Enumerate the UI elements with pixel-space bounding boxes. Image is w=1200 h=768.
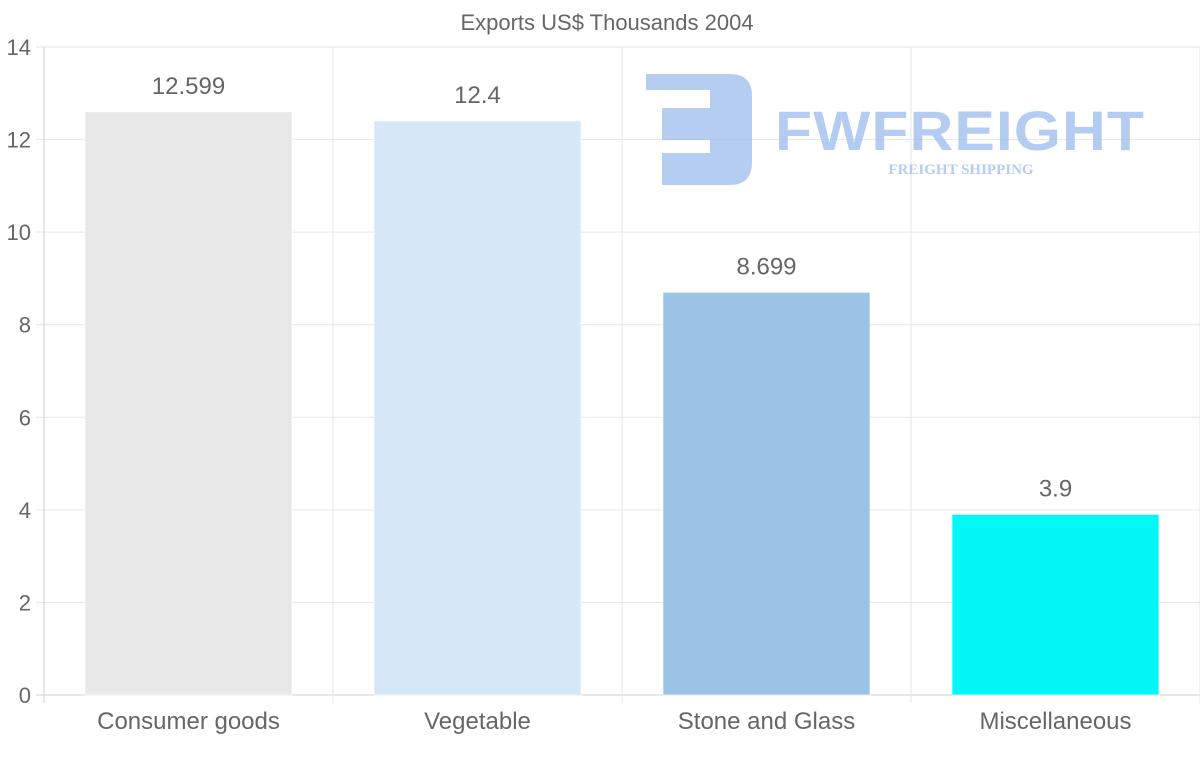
logo-tagline-text: FREIGHT SHIPPING <box>888 162 1033 178</box>
fwfreight-logo-watermark: FWFREIGHT FREIGHT SHIPPING <box>646 74 1145 185</box>
y-tick-label: 4 <box>19 498 31 523</box>
y-axis: 0 2 4 6 8 10 12 14 <box>7 35 31 708</box>
logo-brand-text: FWFREIGHT <box>775 99 1145 162</box>
x-tick-label: Consumer goods <box>97 708 280 735</box>
data-labels: 12.599 12.4 8.699 3.9 <box>152 73 1072 503</box>
y-tick-label: 0 <box>19 683 31 708</box>
bar-stone-and-glass <box>662 291 871 696</box>
chart-title: Exports US$ Thousands 2004 <box>460 10 753 35</box>
data-label: 8.699 <box>736 253 796 280</box>
y-tick-label: 6 <box>19 405 31 430</box>
x-axis: Consumer goods Vegetable Stone and Glass Mi… <box>97 708 1131 735</box>
bars <box>84 111 1160 696</box>
y-tick-label: 12 <box>7 128 31 153</box>
bar-vegetable <box>373 120 582 696</box>
data-label: 3.9 <box>1039 475 1072 502</box>
data-label: 12.4 <box>454 82 501 109</box>
y-tick-label: 10 <box>7 220 31 245</box>
y-tick-label: 2 <box>19 590 31 615</box>
x-tick-label: Stone and Glass <box>678 708 855 735</box>
y-tick-label: 14 <box>7 35 31 60</box>
x-tick-label: Vegetable <box>424 708 531 735</box>
logo-mark-icon <box>646 74 752 185</box>
bar-consumer-goods <box>84 111 293 696</box>
y-tick-label: 8 <box>19 313 31 338</box>
x-tick-label: Miscellaneous <box>979 708 1131 735</box>
bar-miscellaneous <box>951 513 1160 696</box>
data-label: 12.599 <box>152 73 225 100</box>
